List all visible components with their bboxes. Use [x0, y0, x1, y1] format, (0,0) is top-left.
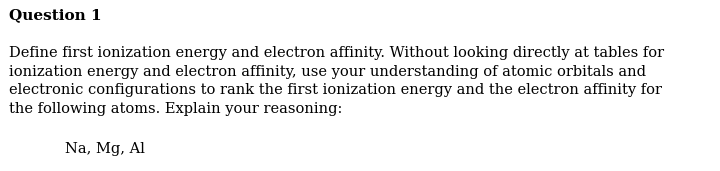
- Text: Question 1: Question 1: [9, 8, 102, 22]
- Text: Na, Mg, Al: Na, Mg, Al: [65, 142, 145, 156]
- Text: Define first ionization energy and electron affinity. Without looking directly a: Define first ionization energy and elect…: [9, 46, 664, 116]
